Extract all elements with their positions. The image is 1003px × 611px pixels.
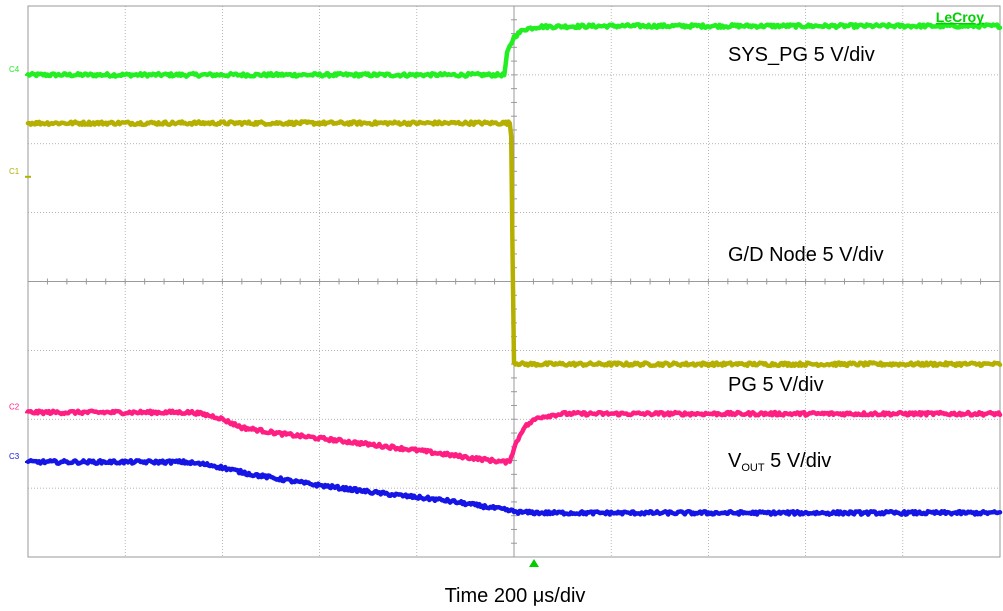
- series-label-gd-node: G/D Node 5 V/div: [728, 244, 884, 266]
- waveform-c3: [25, 457, 1003, 517]
- waveform-c1: [25, 119, 1003, 369]
- channel-marker-label: C4: [9, 65, 20, 74]
- series-label-vout: VOUT 5 V/div: [728, 450, 831, 474]
- series-label-pg: PG 5 V/div: [728, 374, 824, 396]
- brand-logo: LeCroy: [936, 9, 984, 25]
- series-label-vout-sub: OUT: [741, 462, 765, 474]
- channel-marker-label: C3: [9, 452, 20, 461]
- series-label-sys-pg: SYS_PG 5 V/div: [728, 44, 875, 66]
- channel-marker-label: C1: [9, 167, 20, 176]
- trigger-marker: [529, 559, 539, 567]
- series-label-vout-rest: 5 V/div: [765, 450, 832, 472]
- waveform-c4: [25, 22, 1003, 79]
- channel-marker-label: C2: [9, 402, 20, 411]
- series-label-vout-main: V: [728, 450, 742, 472]
- waveforms: [25, 22, 1003, 517]
- x-axis-label: Time 200 μs/div: [445, 585, 586, 607]
- waveform-c2: [25, 408, 1003, 466]
- channel-marker-c1: C1: [9, 167, 31, 178]
